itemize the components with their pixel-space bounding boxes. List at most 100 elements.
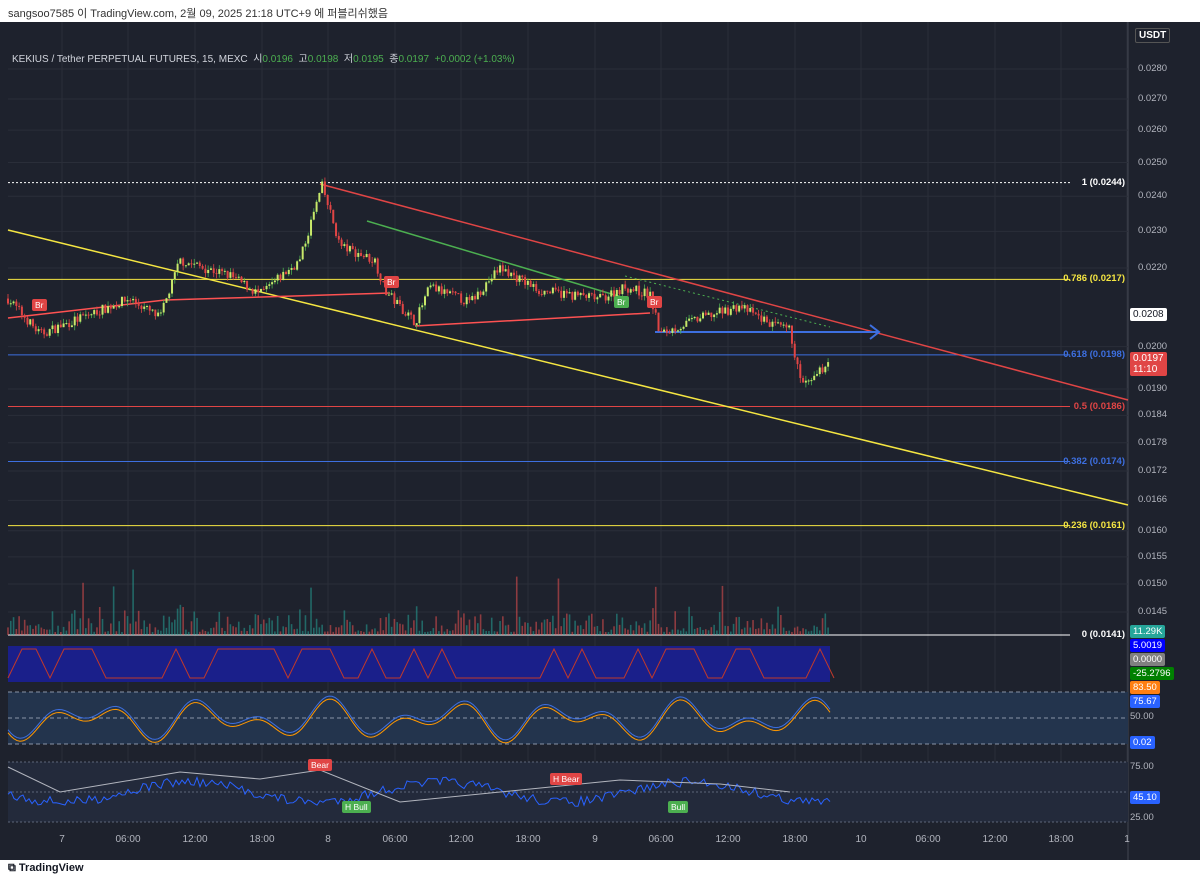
candle-body	[193, 263, 196, 265]
volume-bar	[621, 617, 624, 635]
volume-bar	[171, 622, 173, 635]
volume-bar	[396, 622, 398, 635]
candle-body	[84, 314, 87, 316]
volume-bar	[479, 614, 482, 635]
volume-bar	[79, 618, 82, 635]
symbol-legend: KEKIUS / Tether PERPETUAL FUTURES, 15, M…	[12, 50, 515, 65]
candle-body	[273, 280, 276, 283]
candle-body	[98, 314, 101, 316]
candle-body	[535, 284, 538, 291]
candle-body	[601, 294, 604, 296]
volume-bar	[299, 609, 301, 635]
volume-bar	[613, 626, 615, 635]
symbol-name[interactable]: KEKIUS / Tether PERPETUAL FUTURES, 15, M…	[12, 54, 248, 65]
open-label: 시	[253, 54, 263, 65]
volume-bar	[201, 629, 204, 635]
price-tick: 0.0230	[1138, 225, 1168, 237]
volume-bar	[463, 613, 465, 635]
candle-body	[129, 300, 132, 302]
candle-body	[296, 261, 299, 270]
volume-bar	[657, 623, 660, 635]
volume-bar	[26, 625, 29, 635]
candle-body	[779, 322, 782, 325]
candle-body	[182, 258, 185, 266]
candle-body	[298, 259, 301, 262]
volume-bar	[671, 629, 674, 635]
candle-body	[115, 305, 118, 308]
volume-bar	[755, 628, 757, 635]
chart-canvas[interactable]	[0, 22, 1200, 860]
volume-bar	[707, 630, 710, 635]
volume-bar	[460, 617, 462, 635]
volume-bar	[702, 629, 704, 635]
candle-body	[279, 274, 282, 281]
candle-body	[290, 267, 293, 270]
candle-body	[540, 293, 543, 295]
volume-bar	[713, 624, 715, 635]
candle-body	[326, 194, 329, 206]
volume-bar	[388, 613, 390, 635]
time-tick: 18:00	[782, 834, 808, 845]
time-tick: 12:00	[982, 834, 1008, 845]
candle-body	[312, 211, 315, 220]
indicator-value: 0.02	[1130, 736, 1155, 749]
volume-bar	[426, 631, 429, 635]
candle-body	[307, 235, 310, 244]
currency-button[interactable]: USDT	[1135, 28, 1171, 43]
candle-body	[112, 305, 115, 309]
candle-body	[576, 291, 579, 296]
volume-bar	[112, 586, 115, 635]
candle-body	[95, 310, 98, 315]
price-tick: 0.0145	[1138, 605, 1168, 617]
candle-body	[221, 269, 224, 272]
candle-body	[740, 305, 743, 309]
candle-body	[168, 293, 171, 299]
drawing-price-label: 0.0208	[1130, 308, 1167, 321]
tradingview-logo[interactable]: ⧉ TradingView	[8, 862, 84, 874]
candle-body	[590, 293, 593, 295]
volume-bar	[610, 629, 613, 635]
volume-bar	[293, 629, 296, 635]
volume-bar	[279, 631, 282, 635]
volume-bar	[135, 621, 137, 635]
chart-area[interactable]: KEKIUS / Tether PERPETUAL FUTURES, 15, M…	[0, 22, 1200, 860]
volume-bar	[390, 626, 393, 635]
volume-bar	[796, 626, 799, 635]
candle-body	[120, 296, 123, 307]
volume-bar	[140, 629, 143, 635]
volume-bar	[107, 631, 109, 635]
volume-bar	[148, 623, 151, 635]
candle-body	[476, 291, 479, 300]
candle-body	[387, 294, 390, 296]
volume-bar	[543, 619, 546, 635]
candle-body	[824, 366, 827, 373]
candle-body	[137, 302, 140, 306]
candle-body	[671, 328, 674, 333]
volume-bar	[204, 630, 207, 635]
candle-body	[635, 285, 638, 292]
volume-bar	[415, 606, 418, 635]
volume-bar	[435, 616, 437, 635]
volume-bar	[232, 626, 234, 635]
volume-bar	[121, 631, 123, 635]
volume-bar	[12, 617, 15, 635]
candle-body	[48, 329, 51, 336]
candle-body	[557, 289, 560, 291]
candle-body	[187, 263, 190, 266]
candle-body	[432, 284, 435, 286]
candle-body	[693, 316, 696, 319]
volume-bar	[168, 616, 171, 635]
volume-bar	[660, 627, 663, 635]
stoch-d-line	[7, 698, 831, 744]
volume-bar	[785, 630, 788, 635]
volume-bar	[410, 627, 412, 635]
candle-body	[760, 315, 763, 322]
price-tick: 0.0190	[1138, 382, 1168, 394]
volume-bar	[251, 628, 254, 635]
time-tick: 10	[855, 834, 867, 845]
volume-bar	[101, 618, 104, 635]
last-price-label: 0.0197 11:10	[1130, 352, 1167, 376]
candle-body	[446, 289, 449, 294]
candle-body	[243, 280, 246, 283]
volume-bar	[287, 615, 290, 635]
